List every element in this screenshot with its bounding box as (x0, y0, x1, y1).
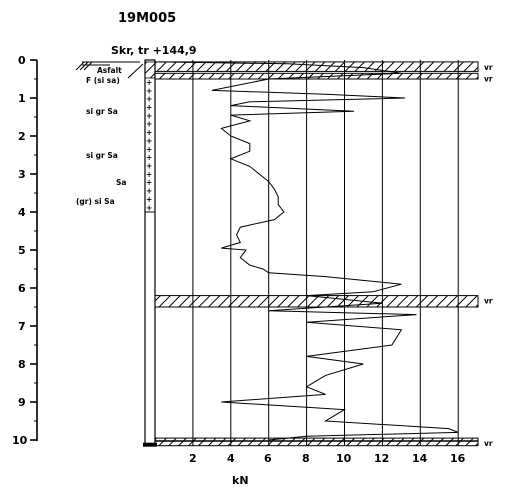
sand-dot-symbol: + (146, 128, 152, 137)
force-tick-label: 4 (227, 452, 235, 465)
sand-dot-symbol: + (146, 170, 152, 179)
sand-dot-symbol: + (146, 145, 152, 154)
soil-label-asphalt: Asfalt (97, 66, 122, 75)
depth-tick-marks (30, 59, 37, 441)
sand-dot-symbol: + (146, 195, 152, 204)
soil-label: si gr Sa (86, 107, 118, 116)
sand-dot-symbol: + (146, 95, 152, 104)
sand-dot-symbol: + (146, 187, 152, 196)
depth-tick-label: 0 (18, 54, 26, 67)
depth-tick-label: 6 (18, 282, 26, 295)
depth-tick-label: 7 (18, 320, 26, 333)
force-tick-label: 12 (374, 452, 389, 465)
rotation-zone-label: vr (484, 297, 493, 306)
depth-tick-label: 2 (18, 130, 26, 143)
rotation-zone-label: vr (484, 439, 493, 448)
force-tick-labels: 2 4 6 8 10 12 14 16 (189, 452, 466, 465)
force-tick-label: 16 (450, 452, 466, 465)
sand-dot-symbol: + (146, 111, 152, 120)
sand-dot-symbol: + (146, 78, 152, 87)
rotation-zone (154, 437, 479, 447)
rotation-zone (154, 72, 479, 80)
force-tick-label: 6 (264, 452, 272, 465)
stop-marker (143, 442, 157, 447)
depth-tick-label: 5 (18, 244, 26, 257)
rotation-zone-label: vr (484, 74, 493, 83)
rotation-zones: vr vr vr vr (154, 61, 493, 448)
ground-surface-symbol (75, 61, 144, 79)
sand-dot-symbol: + (146, 120, 152, 129)
depth-tick-label: 8 (18, 358, 26, 371)
fill-layer-symbol (144, 61, 156, 79)
sand-dot-symbol: + (146, 162, 152, 171)
sand-dot-symbol: + (146, 103, 152, 112)
header-label: Skr, tr +144,9 (111, 44, 197, 57)
force-tick-label: 8 (302, 452, 310, 465)
sand-dot-symbol: + (146, 86, 152, 95)
force-tick-label: 10 (336, 452, 352, 465)
sand-dot-symbol: + (146, 136, 152, 145)
sand-dot-symbol: + (146, 203, 152, 212)
depth-tick-labels: 0 1 2 3 4 5 6 7 8 9 10 (12, 54, 28, 447)
depth-tick-label: 3 (18, 168, 26, 181)
depth-tick-label: 1 (18, 92, 26, 105)
soil-label: Sa (116, 178, 126, 187)
soil-label: si gr Sa (86, 151, 118, 160)
force-tick-label: 2 (189, 452, 197, 465)
force-unit-label: kN (232, 474, 249, 487)
rotation-zone (154, 295, 479, 308)
rotation-zone-label: vr (484, 63, 493, 72)
depth-tick-label: 4 (18, 206, 26, 219)
depth-tick-label: 10 (12, 434, 28, 447)
sand-dot-symbol: + (146, 153, 152, 162)
soil-label: (gr) si Sa (76, 197, 115, 206)
force-tick-label: 14 (412, 452, 428, 465)
force-gridlines (192, 60, 459, 446)
rotation-zone (154, 61, 479, 72)
borehole-column: ++++++++++++++++ (143, 59, 157, 447)
soil-labels: Asfalt F (si sa) si gr Sa si gr Sa Sa (g… (76, 66, 126, 206)
depth-tick-label: 9 (18, 396, 26, 409)
soil-label-fill: F (si sa) (86, 76, 120, 85)
sand-dot-symbol: + (146, 178, 152, 187)
sounding-curve (158, 61, 459, 442)
borehole-id: 19M005 (118, 11, 176, 26)
